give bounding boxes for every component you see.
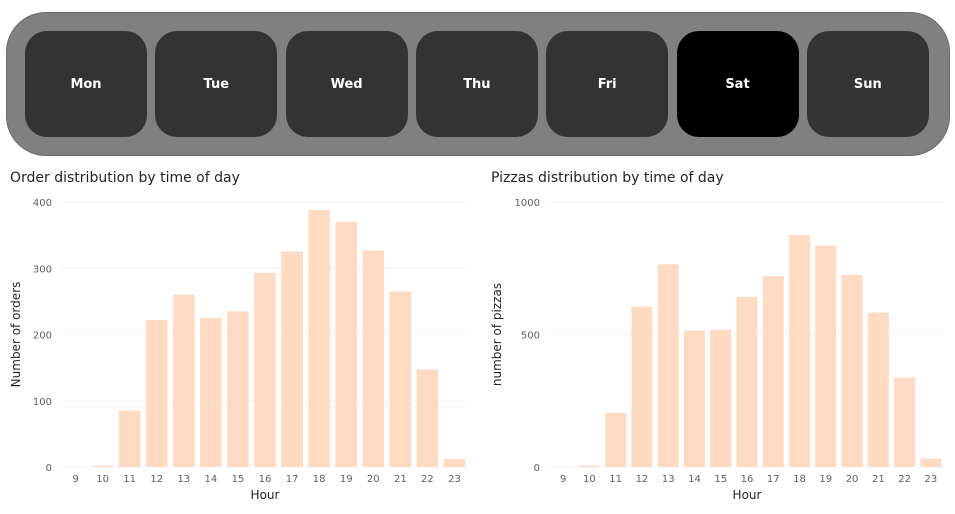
x-tick-label: 16 (259, 474, 272, 485)
bar-hour-15[interactable] (710, 329, 732, 467)
bar-hour-23[interactable] (920, 458, 942, 467)
x-tick-label: 11 (609, 474, 622, 485)
x-axis-title: Hour (251, 488, 280, 502)
bar-hour-18[interactable] (789, 235, 811, 467)
x-tick-label: 12 (636, 474, 649, 485)
bar-hour-17[interactable] (762, 276, 784, 467)
y-axis-title: number of pizzas (491, 283, 504, 386)
day-button-fri[interactable]: Fri (546, 31, 669, 137)
bar-hour-21[interactable] (867, 312, 889, 467)
bar-hour-14[interactable] (683, 330, 705, 467)
x-tick-label: 18 (313, 474, 326, 485)
x-tick-label: 19 (340, 474, 353, 485)
x-tick-label: 21 (872, 474, 885, 485)
bar-hour-20[interactable] (841, 274, 863, 467)
x-axis-title: Hour (733, 488, 762, 502)
x-tick-label: 13 (177, 474, 190, 485)
bar-hour-16[interactable] (254, 272, 276, 467)
x-tick-label: 21 (394, 474, 407, 485)
x-tick-label: 9 (560, 474, 566, 485)
bar-hour-22[interactable] (894, 377, 916, 467)
x-tick-label: 19 (819, 474, 832, 485)
x-tick-label: 12 (150, 474, 163, 485)
bar-hour-12[interactable] (631, 306, 653, 467)
y-tick-label: 300 (33, 264, 52, 275)
pizzas-distribution-chart: Pizzas distribution by time of day 0 500 1… (491, 170, 951, 510)
day-slicer: Mon Tue Wed Thu Fri Sat Sun (6, 12, 950, 156)
x-tick-label: 17 (286, 474, 299, 485)
bar-hour-16[interactable] (736, 296, 758, 467)
x-tick-label: 11 (123, 474, 136, 485)
x-tick-label: 9 (72, 474, 78, 485)
bar-hour-19[interactable] (815, 245, 837, 467)
bar-hour-10[interactable] (91, 465, 114, 467)
bar-hour-21[interactable] (389, 291, 412, 467)
bar-hour-13[interactable] (172, 294, 195, 467)
y-tick-label: 200 (33, 331, 52, 342)
day-button-sat[interactable]: Sat (676, 31, 799, 137)
x-tick-label: 22 (421, 474, 434, 485)
x-tick-label: 20 (367, 474, 380, 485)
bar-hour-14[interactable] (200, 317, 222, 467)
day-button-thu[interactable]: Thu (415, 31, 538, 137)
x-tick-label: 10 (96, 474, 109, 485)
chart-title: Order distribution by time of day (10, 170, 240, 186)
x-tick-label: 23 (448, 474, 461, 485)
bar-hour-12[interactable] (145, 319, 168, 467)
day-button-mon[interactable]: Mon (25, 31, 147, 137)
x-tick-label: 17 (767, 474, 780, 485)
y-tick-label: 0 (534, 463, 540, 474)
bar-hour-13[interactable] (657, 264, 679, 467)
bar-hour-10[interactable] (578, 465, 600, 467)
day-button-sun[interactable]: Sun (806, 31, 929, 137)
y-tick-label: 500 (521, 331, 540, 342)
day-button-wed[interactable]: Wed (285, 31, 408, 137)
x-tick-label: 16 (741, 474, 754, 485)
x-tick-label: 14 (204, 474, 217, 485)
x-tick-label: 14 (688, 474, 701, 485)
x-tick-label: 15 (232, 474, 245, 485)
x-tick-label: 15 (714, 474, 727, 485)
y-axis-title: Number of orders (10, 282, 23, 388)
bar-hour-20[interactable] (362, 250, 385, 467)
x-tick-label: 13 (662, 474, 675, 485)
bar-hour-22[interactable] (416, 369, 439, 467)
x-tick-label: 18 (793, 474, 806, 485)
pizzas-distribution-plot: 0 500 1000 9 10 11 12 13 14 15 16 17 18 19 20 21 22 23 Hou… (491, 198, 944, 502)
bar-hour-18[interactable] (308, 209, 330, 467)
bar-hour-19[interactable] (335, 221, 358, 467)
x-tick-label: 22 (898, 474, 911, 485)
day-button-tue[interactable]: Tue (155, 31, 278, 137)
bar-hour-11[interactable] (605, 412, 627, 467)
y-tick-label: 100 (33, 397, 52, 408)
x-tick-label: 20 (846, 474, 859, 485)
order-distribution-plot: 0 100 200 300 400 9 10 11 12 13 14 15 16 17 18 19 20 21 22… (10, 198, 468, 502)
y-tick-label: 1000 (515, 198, 540, 209)
chart-title: Pizzas distribution by time of day (491, 170, 724, 186)
bar-hour-15[interactable] (227, 311, 249, 467)
bar-hour-11[interactable] (118, 410, 141, 467)
y-tick-label: 0 (46, 463, 52, 474)
x-tick-label: 23 (924, 474, 937, 485)
order-distribution-chart: Order distribution by time of day 0 100 20… (10, 170, 470, 510)
bar-hour-23[interactable] (443, 459, 466, 467)
bar-hour-17[interactable] (281, 251, 303, 467)
x-tick-label: 10 (583, 474, 596, 485)
y-tick-label: 400 (33, 198, 52, 209)
